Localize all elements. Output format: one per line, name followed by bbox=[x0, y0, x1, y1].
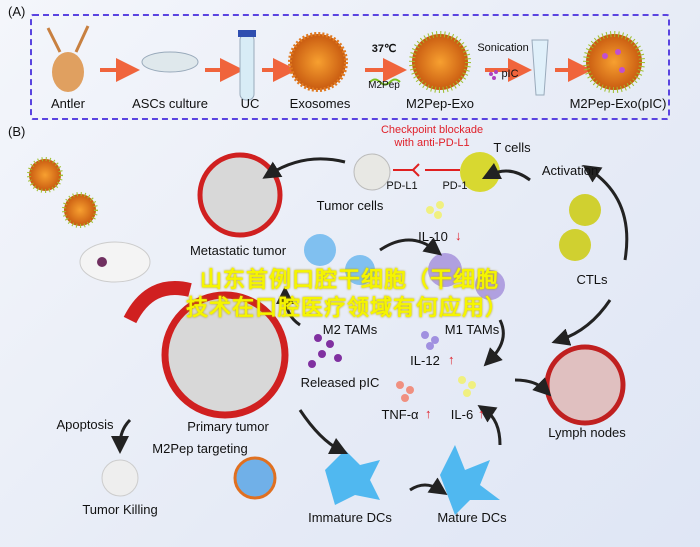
ctls-label: CTLs bbox=[576, 272, 608, 287]
culture-dish-icon bbox=[141, 51, 199, 73]
immature-dc-icon bbox=[325, 450, 380, 505]
m2pep-targeting-label: M2Pep targeting bbox=[152, 441, 248, 456]
up-arrow-icon: ↑ bbox=[478, 406, 485, 421]
pd-l1-label: PD-L1 bbox=[386, 180, 418, 192]
tnf-label: TNF-α bbox=[381, 407, 419, 422]
t-cells-label: T cells bbox=[493, 140, 531, 155]
step-label: UC bbox=[240, 96, 260, 111]
t-cell-icon bbox=[460, 152, 500, 192]
targeted-tam-icon bbox=[233, 456, 277, 500]
panel-b-label: (B) bbox=[8, 124, 26, 139]
step-label: Antler bbox=[51, 96, 85, 111]
m2-tam-icons bbox=[304, 234, 375, 285]
up-arrow-icon: ↑ bbox=[425, 406, 432, 421]
watermark-line-2: 技术在口腔医疗领域有何应用） bbox=[186, 295, 509, 320]
m2pep-icon bbox=[369, 78, 401, 86]
pic-icon bbox=[489, 70, 498, 80]
m1-tams-label: M1 TAMs bbox=[444, 322, 500, 337]
cytokine-dots bbox=[308, 201, 476, 402]
panel-a-frame bbox=[30, 14, 670, 120]
lymph-nodes-label: Lymph nodes bbox=[548, 425, 626, 440]
tumor-killing-label: Tumor Killing bbox=[82, 502, 158, 517]
metastatic-tumor-icon bbox=[197, 152, 283, 238]
released-pic-label: Released pIC bbox=[300, 375, 380, 390]
lymph-node-icon bbox=[544, 344, 626, 426]
sonication-label: Sonication bbox=[477, 42, 529, 54]
m2pep-exo-pic-icon bbox=[583, 31, 645, 93]
apoptotic-cell-icon bbox=[101, 459, 139, 497]
activation-label: Activation bbox=[541, 163, 599, 178]
step-label: Exosomes bbox=[289, 96, 351, 111]
pd-1-label: PD-1 bbox=[442, 180, 468, 192]
sonication-tube-icon bbox=[531, 39, 549, 96]
peptide-label: M2Pep bbox=[368, 80, 400, 91]
step-label: ASCs culture bbox=[132, 96, 208, 111]
pic-label: pIC bbox=[501, 68, 519, 80]
tube-icon bbox=[238, 30, 256, 101]
exosome-icon bbox=[288, 32, 348, 92]
il10-label: IL-10 bbox=[418, 229, 448, 244]
apoptosis-label: Apoptosis bbox=[56, 417, 114, 432]
mature-dc-icon bbox=[440, 445, 500, 515]
flow-arrows bbox=[111, 157, 629, 495]
pd-l1-pd-1-icon bbox=[393, 163, 460, 177]
exosome-free-icons bbox=[27, 157, 98, 228]
ctl-icons bbox=[559, 194, 601, 261]
checkpoint-label-2: with anti-PD-L1 bbox=[394, 137, 470, 149]
temperature-label: 37℃ bbox=[371, 43, 397, 55]
step-label: M2Pep-Exo(pIC) bbox=[569, 96, 667, 111]
metastatic-tumor-label: Metastatic tumor bbox=[189, 243, 287, 258]
mature-dcs-label: Mature DCs bbox=[437, 510, 507, 525]
tumor-cells-label: Tumor cells bbox=[316, 198, 384, 213]
deer-icon bbox=[46, 25, 90, 92]
primary-tumor-icon bbox=[123, 281, 289, 419]
m1-tam-icons bbox=[428, 253, 505, 300]
m2-tams-label: M2 TAMs bbox=[322, 322, 378, 337]
tumor-cell-icon bbox=[353, 153, 391, 191]
immature-dcs-label: Immature DCs bbox=[308, 510, 392, 525]
down-arrow-icon: ↓ bbox=[455, 228, 462, 243]
primary-tumor-label: Primary tumor bbox=[187, 419, 269, 434]
checkpoint-label: Checkpoint blockade bbox=[380, 124, 484, 136]
il6-label: IL-6 bbox=[450, 407, 474, 422]
panel-a-label: (A) bbox=[8, 4, 26, 19]
step-label: M2Pep-Exo bbox=[406, 96, 474, 111]
il12-label: IL-12 bbox=[410, 353, 440, 368]
mouse-icon bbox=[79, 241, 151, 283]
m2pep-exo-icon bbox=[409, 31, 471, 93]
up-arrow-icon: ↑ bbox=[448, 352, 455, 367]
watermark-line-1: 山东首例口腔干细胞（干细胞 bbox=[200, 267, 500, 292]
